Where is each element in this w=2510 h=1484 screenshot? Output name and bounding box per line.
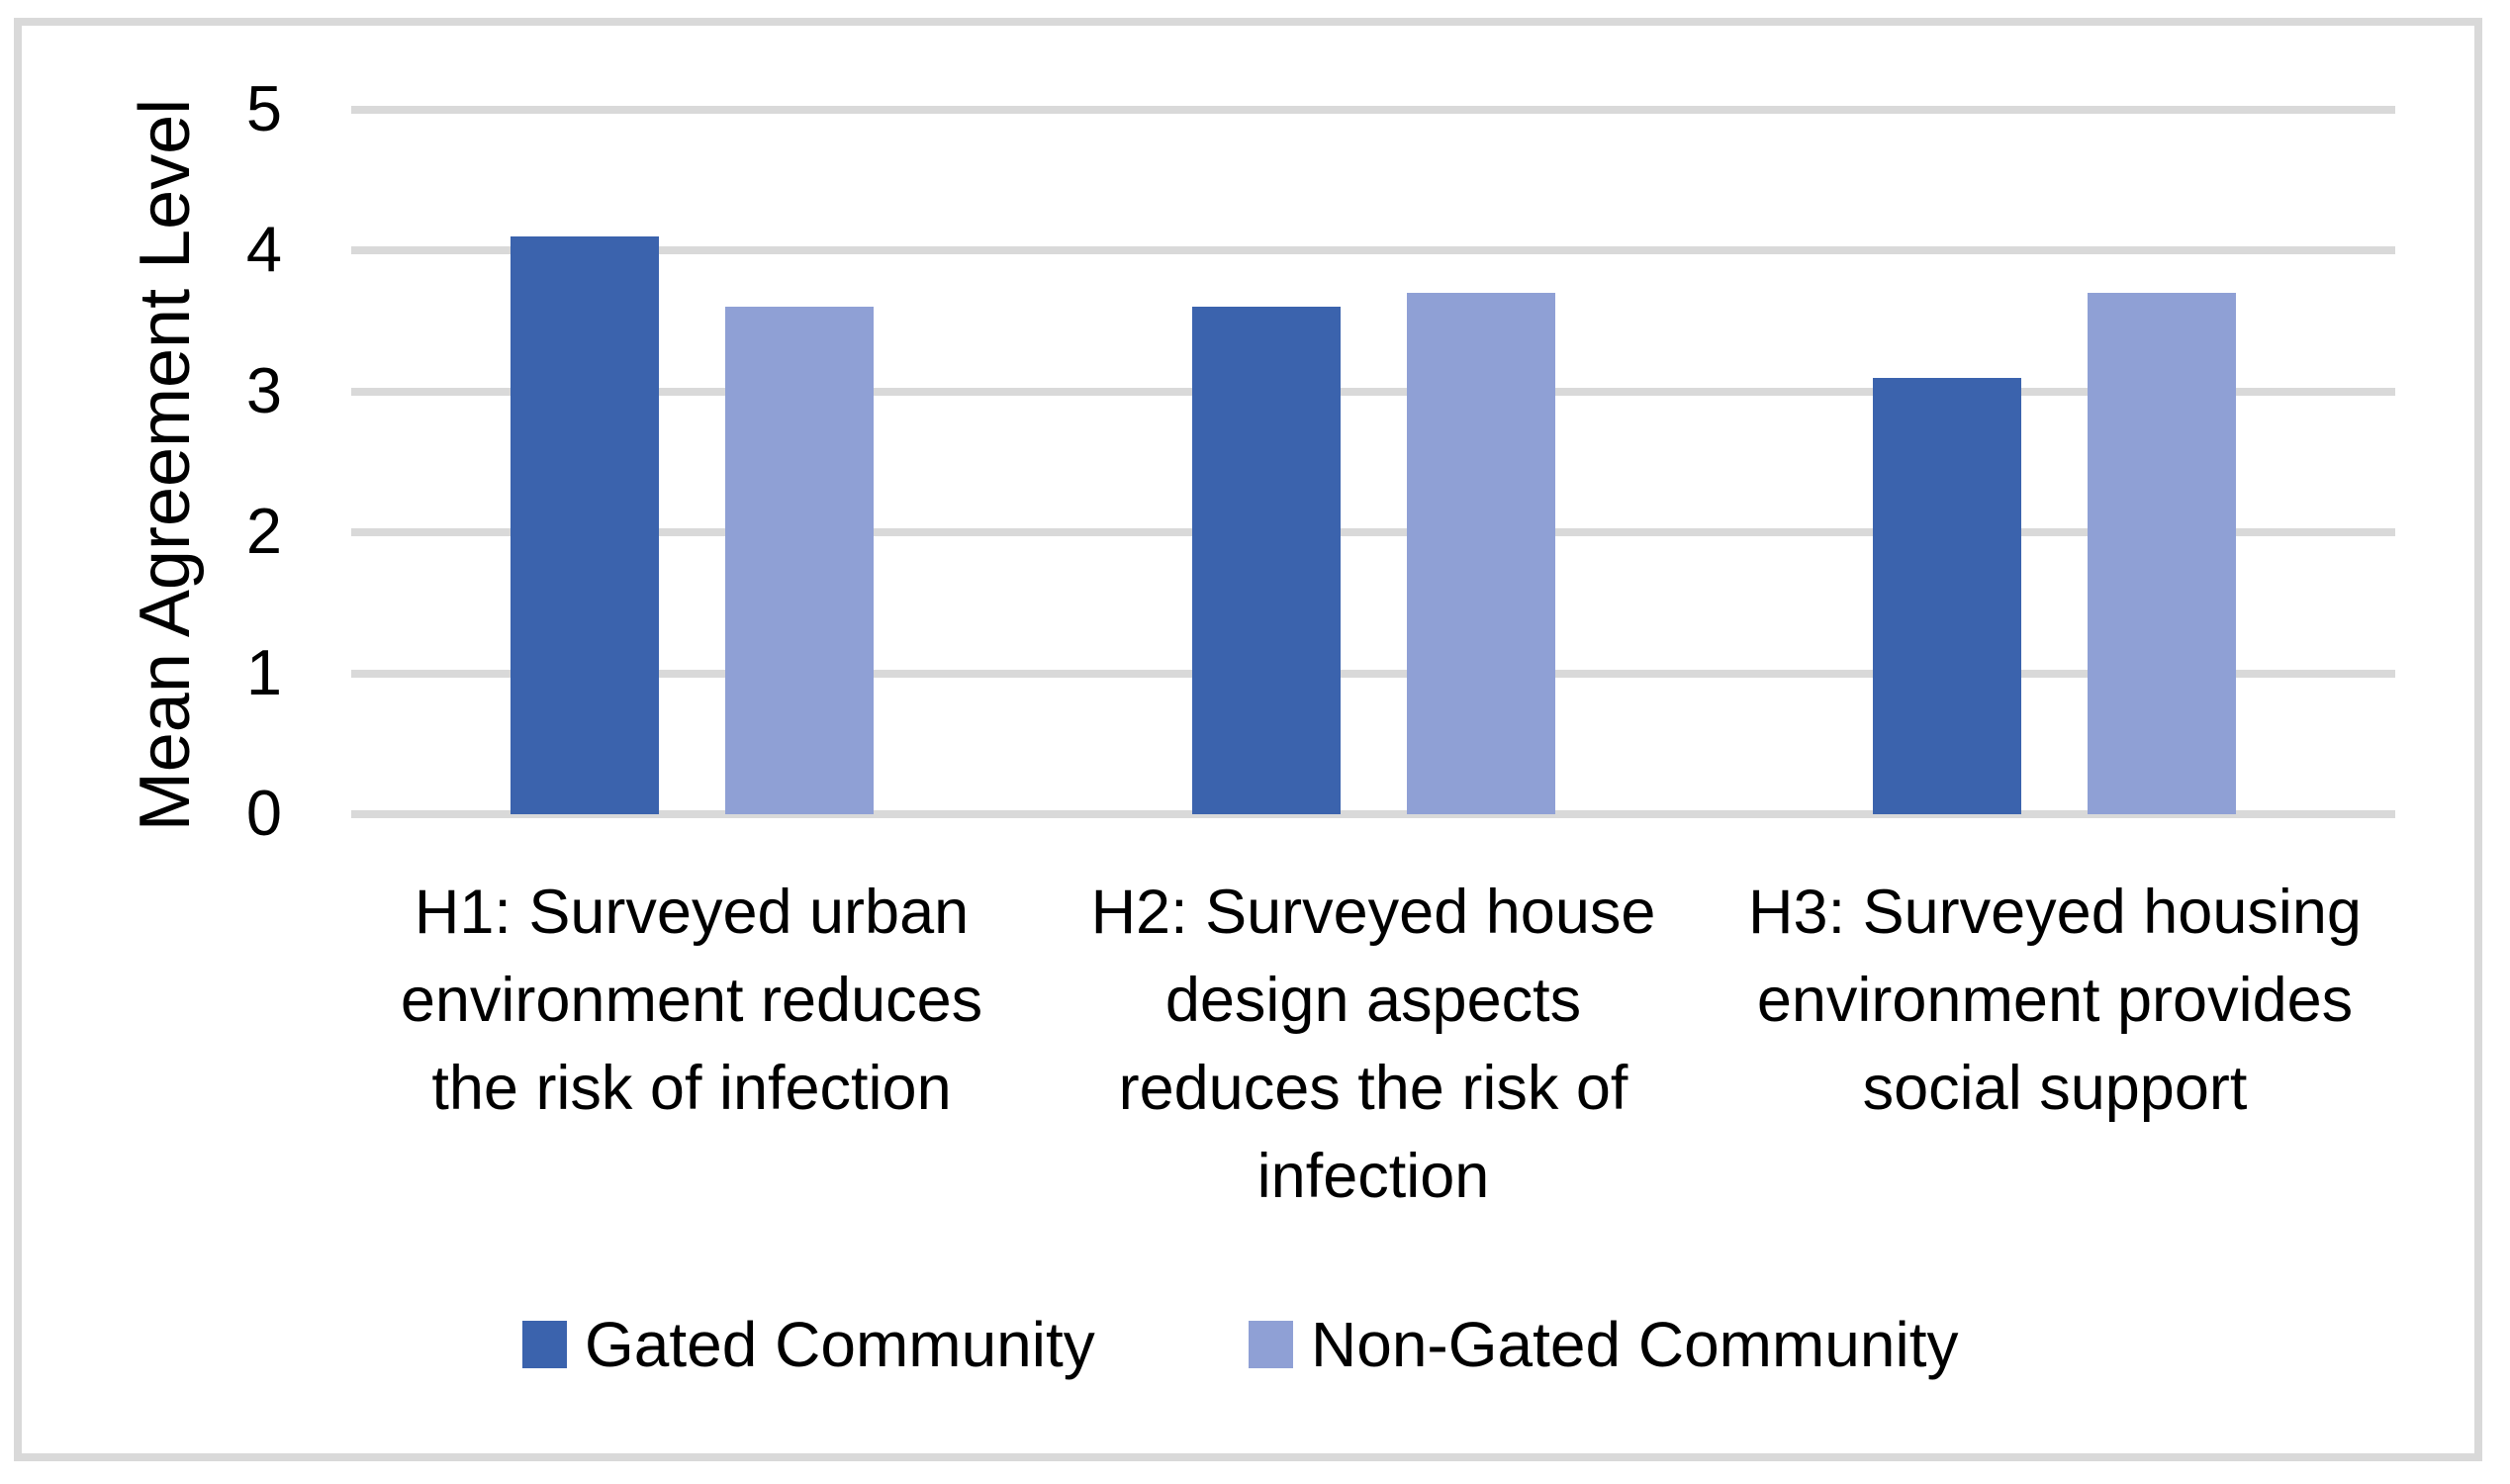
bar-non-gated-community-h2 (1406, 293, 1555, 814)
y-tick-label-5: 5 (245, 72, 282, 145)
gridline-y4 (351, 246, 2395, 255)
legend-label: Gated Community (585, 1309, 1095, 1380)
bar-non-gated-community-h1 (724, 307, 874, 814)
bar-gated-community-h1 (510, 236, 659, 814)
y-tick-label-3: 3 (245, 353, 282, 426)
bar-gated-community-h2 (1191, 307, 1341, 814)
gridline-y0 (351, 810, 2395, 818)
y-tick-label-2: 2 (245, 495, 282, 568)
legend-label: Non-Gated Community (1311, 1309, 1959, 1380)
legend-swatch-icon (1249, 1321, 1293, 1368)
gridline-y3 (351, 387, 2395, 396)
bar-gated-community-h3 (1873, 377, 2022, 814)
legend-swatch-icon (522, 1321, 567, 1368)
category-label-h3: H3: Surveyed housing environment provide… (1748, 878, 2362, 1123)
y-tick-label-4: 4 (245, 213, 282, 286)
legend-item-non-gated-community: Non-Gated Community (1249, 1309, 1959, 1380)
gridline-y5 (351, 106, 2395, 114)
legend-item-gated-community: Gated Community (522, 1309, 1095, 1380)
gridline-y1 (351, 669, 2395, 678)
y-axis-title: Mean Agreement Level (126, 98, 205, 832)
plot-area (351, 106, 2395, 818)
category-label-h1: H1: Surveyed urban environment reduces t… (400, 878, 983, 1123)
y-tick-label-0: 0 (245, 777, 282, 850)
bar-non-gated-community-h3 (2088, 293, 2237, 814)
category-label-h2: H2: Surveyed house design aspects reduce… (1090, 878, 1656, 1211)
gridline-y2 (351, 528, 2395, 537)
y-tick-label-1: 1 (245, 635, 282, 708)
